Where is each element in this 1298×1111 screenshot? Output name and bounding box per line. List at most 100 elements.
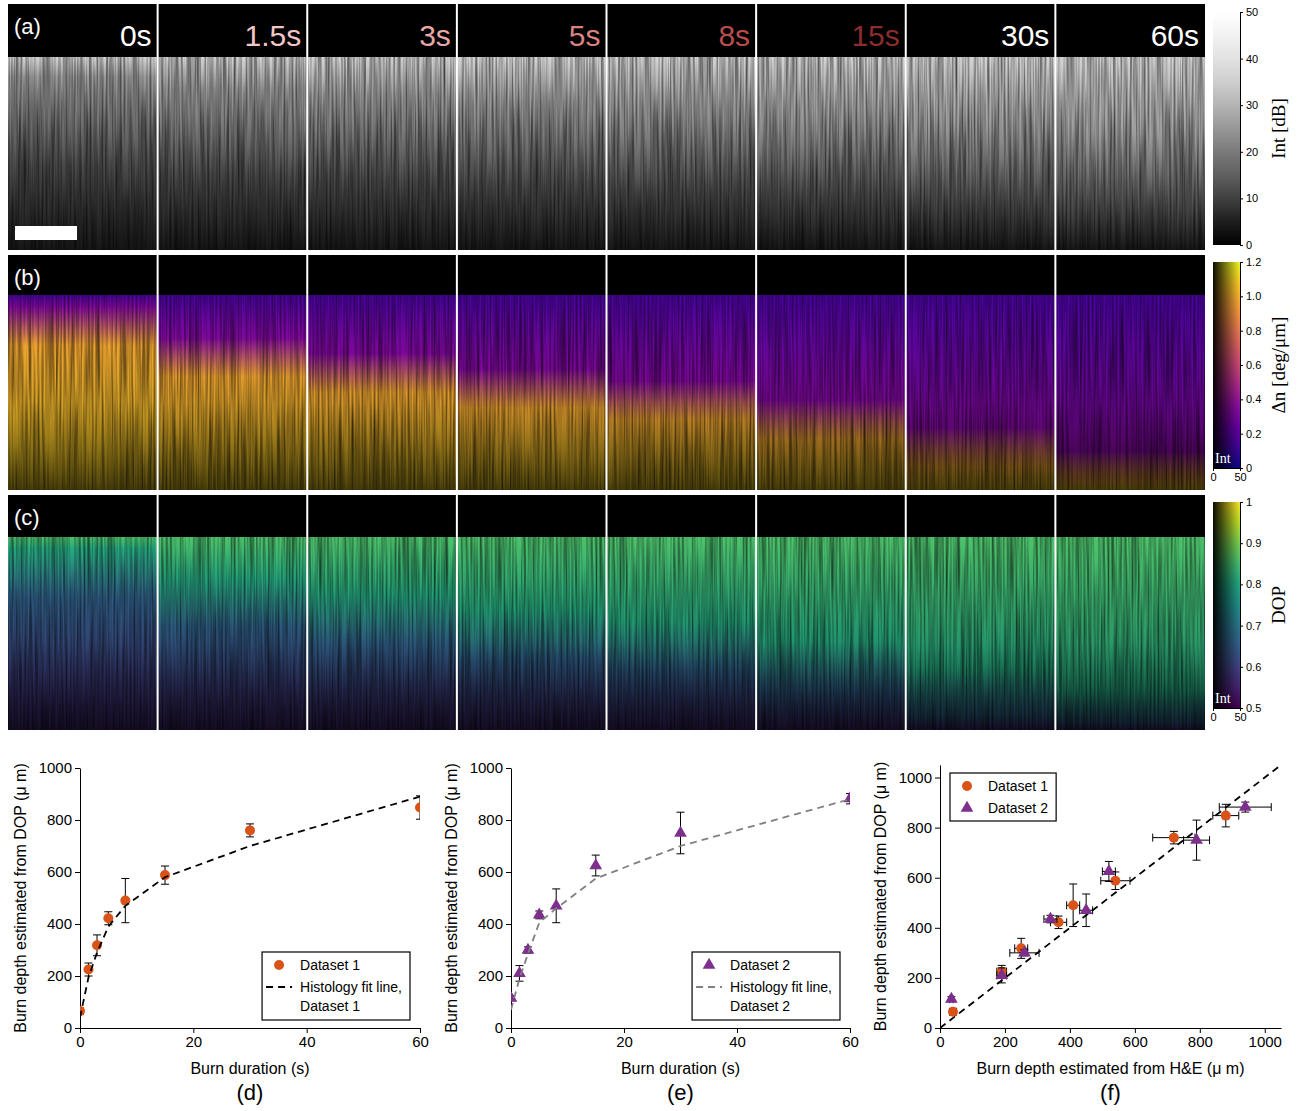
y-axis-line (80, 769, 81, 1029)
y-axis-tick-mark (506, 768, 511, 769)
panel-label: (d) (237, 1080, 264, 1105)
image-texture (1055, 295, 1205, 490)
legend-box (950, 773, 1056, 821)
chart: 020406002004006008001000Burn duration (s… (12, 759, 429, 1105)
image-separator (456, 4, 458, 250)
image-shade (906, 537, 1056, 730)
image-tile (8, 537, 158, 730)
colorbar-x-label: Int (1215, 691, 1231, 706)
y-axis-tick-mark (935, 878, 940, 879)
y-axis-tick-mark (75, 976, 80, 977)
image-separator (606, 255, 608, 490)
colorbar-axis-tick-mark (1240, 296, 1243, 297)
panel-label: (e) (667, 1080, 694, 1105)
time-label: 0s (120, 19, 152, 52)
image-separator (905, 255, 907, 490)
colorbar-axis-tick: 0 (1240, 462, 1252, 474)
colorbar-axis-tick-label: 40 (1246, 53, 1258, 65)
y-axis-tick: 1000 (470, 759, 511, 776)
image-separator (905, 495, 907, 730)
x-axis-tick: 20 (616, 1028, 633, 1050)
colorbar-axis-tick: 20 (1240, 146, 1258, 158)
image-separator (306, 495, 308, 730)
colorbar-intensity (1213, 262, 1240, 468)
colorbar-axis-tick-mark (1240, 365, 1243, 366)
colorbar-axis-tick-mark (1240, 245, 1243, 246)
legend-label: Dataset 1 (300, 957, 360, 973)
x-axis-tick: 20 (185, 1028, 202, 1050)
image-texture (1055, 57, 1205, 250)
colorbar-axis-tick-label: 0 (1246, 462, 1252, 474)
colorbar-fill (1213, 262, 1240, 468)
image-texture (307, 295, 457, 490)
colorbar-axis-tick: 10 (1240, 192, 1258, 204)
colorbar-axis-tick-mark (1240, 626, 1243, 627)
y-axis-tick-mark (75, 768, 80, 769)
y-axis-line (511, 769, 512, 1029)
y-axis: 02004006008001000 (899, 766, 941, 1037)
x-axis-tick: 0 (936, 1028, 944, 1050)
image-shade (756, 537, 906, 730)
point (1239, 800, 1252, 811)
image-separator (306, 255, 308, 490)
image-shade (607, 537, 757, 730)
colorbar-fill (1213, 12, 1240, 245)
legend-box (692, 952, 840, 1020)
y-axis-tick-mark (75, 872, 80, 873)
x-axis-line (81, 1028, 421, 1029)
image-texture (607, 57, 757, 250)
colorbar-axis-tick: 0 (1240, 239, 1252, 251)
image-tile (906, 295, 1056, 490)
y-axis-tick: 200 (478, 967, 511, 984)
image-tile (756, 537, 906, 730)
image-shade (457, 537, 607, 730)
time-label: 15s (851, 19, 899, 52)
y-axis-tick-mark (506, 924, 511, 925)
colorbar-axis-tick-label: 50 (1246, 6, 1258, 18)
colorbar-fill (1213, 502, 1240, 708)
legend: Dataset 1Histology fit line,Dataset 1 (262, 952, 410, 1020)
colorbar-axis-tick-mark (1240, 502, 1243, 503)
colorbar-axis-tick-mark (1240, 584, 1243, 585)
colorbar-x-axis: 050 (1210, 708, 1246, 723)
y-axis-tick-label: 800 (907, 819, 932, 836)
y-axis-title: Burn depth estimated from DOP (μ m) (872, 762, 889, 1031)
x-axis-tick: 400 (1058, 1028, 1083, 1050)
point (1169, 833, 1179, 843)
x-error-bar (1067, 901, 1080, 909)
colorbar-axis-tick: 1.0 (1240, 290, 1261, 302)
colorbar-axis-line (1240, 503, 1241, 709)
colorbar-axis-tick: 1.2 (1240, 256, 1261, 268)
image-tile (457, 537, 607, 730)
y-axis-tick-label: 200 (478, 967, 503, 984)
line (80, 797, 420, 1018)
y-axis-tick-label: 1000 (39, 759, 72, 776)
x-axis-tick: 40 (299, 1028, 316, 1050)
colorbar-axis-tick-label: 0.6 (1246, 359, 1261, 371)
y-axis: 02004006008001000 (39, 759, 81, 1036)
y-axis-tick-label: 600 (47, 863, 72, 880)
y-axis-tick-label: 800 (478, 811, 503, 828)
y-axis-tick: 1000 (899, 769, 940, 786)
x-axis-tick-label: 1000 (1249, 1033, 1282, 1050)
colorbar-axis-tick: 0.6 (1240, 359, 1261, 371)
image-tile (307, 537, 457, 730)
y-axis-tick-label: 600 (907, 869, 932, 886)
legend: Dataset 1Dataset 2 (950, 773, 1056, 821)
colorbar-axis-tick-label: 0.5 (1246, 702, 1261, 714)
y-axis-tick-label: 1000 (899, 769, 932, 786)
colorbar-x-axis-tick-label: 0 (1210, 471, 1216, 483)
x-axis-tick: 60 (842, 1028, 859, 1050)
y-axis-tick-mark (935, 828, 940, 829)
colorbar-axis-tick-mark (1240, 667, 1243, 668)
colorbar-axis-tick-mark (1240, 198, 1243, 199)
colorbar-axis-tick: 1 (1240, 496, 1252, 508)
image-texture (8, 57, 158, 250)
image-tile (607, 295, 757, 490)
colorbar-axis-tick-mark (1240, 468, 1243, 469)
colorbar-axis-tick: 0.4 (1240, 393, 1261, 405)
colorbar-axis-tick: 0.8 (1240, 578, 1261, 590)
image-shade (158, 537, 308, 730)
colorbar-label: Δn [deg/μm] (1268, 317, 1289, 414)
image-tile (756, 295, 906, 490)
